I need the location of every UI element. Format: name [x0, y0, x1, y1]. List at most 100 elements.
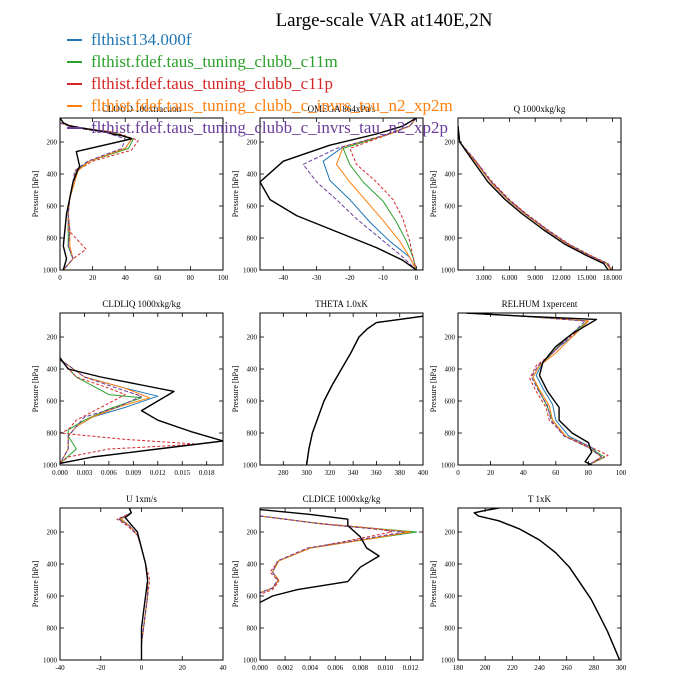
- x-tick-label: 400: [418, 469, 429, 477]
- series-group: [458, 125, 613, 270]
- y-tick-label: 200: [247, 139, 258, 147]
- y-tick-label: 400: [247, 366, 258, 374]
- x-tick-label: 240: [534, 664, 545, 672]
- series-group: [473, 508, 621, 660]
- series-group: [466, 313, 609, 465]
- series-line: [120, 508, 149, 660]
- x-tick-label: 220: [507, 664, 518, 672]
- x-tick-label: 100: [616, 469, 627, 477]
- x-tick-label: 40: [220, 664, 228, 672]
- panel-frame: [59, 117, 224, 271]
- x-tick-label: 380: [394, 469, 405, 477]
- x-tick-label: 12.000: [551, 274, 571, 282]
- y-tick-label: 600: [445, 203, 456, 211]
- panel-5: RELHUM 1xpercent 0 20 40 60 80 100 200 400 600 800…: [429, 299, 627, 477]
- series-line: [473, 508, 621, 660]
- y-axis-label: Pressure [hPa]: [31, 560, 40, 607]
- series-line: [342, 118, 417, 270]
- series-line: [458, 125, 612, 270]
- series-line: [306, 315, 423, 465]
- x-tick-label: 0.018: [199, 469, 215, 477]
- x-tick-label: 0.003: [77, 469, 93, 477]
- x-tick-label: -40: [279, 274, 289, 282]
- y-axis-label: Pressure [hPa]: [231, 560, 240, 607]
- x-tick-label: 9.000: [527, 274, 543, 282]
- x-tick-label: 60: [154, 274, 162, 282]
- series-line: [120, 508, 149, 660]
- y-tick-label: 800: [47, 430, 58, 438]
- panel-frame: [259, 507, 424, 661]
- series-line: [349, 118, 417, 270]
- series-line: [260, 515, 418, 594]
- series-line: [60, 118, 133, 270]
- series-group: [60, 118, 139, 270]
- y-tick-label: 600: [445, 398, 456, 406]
- series-line: [458, 125, 612, 270]
- x-tick-label: 260: [561, 664, 572, 672]
- x-tick-label: 0: [415, 274, 419, 282]
- panel-title: RELHUM 1xpercent: [502, 299, 578, 309]
- x-tick-label: 60: [552, 469, 560, 477]
- panel-title: U 1xm/s: [126, 494, 157, 504]
- y-tick-label: 1000: [441, 657, 456, 665]
- panel-frame: [457, 117, 622, 271]
- series-line: [60, 122, 134, 270]
- legend-label: flthist.fdef.taus_tuning_clubb_c11p: [91, 74, 333, 93]
- series-line: [60, 358, 142, 464]
- legend: flthist134.000f flthist.fdef.taus_tuning_…: [67, 30, 453, 137]
- series-line: [473, 508, 621, 660]
- series-line: [60, 359, 200, 464]
- x-tick-label: 280: [589, 664, 600, 672]
- y-tick-label: 200: [445, 334, 456, 342]
- panel-4: THETA 1.0xK 280 300 320 340 360 380 400 200 400 60…: [231, 299, 429, 477]
- y-tick-label: 200: [445, 529, 456, 537]
- y-axis-label: Pressure [hPa]: [429, 365, 438, 412]
- x-tick-label: 0.008: [352, 664, 368, 672]
- series-line: [60, 122, 139, 270]
- series-line: [305, 315, 423, 465]
- x-tick-label: 3.000: [476, 274, 492, 282]
- y-tick-label: 1000: [43, 267, 58, 275]
- y-tick-label: 1000: [441, 462, 456, 470]
- x-tick-label: 0.010: [378, 664, 394, 672]
- series-line: [260, 515, 405, 594]
- series-group: [60, 357, 223, 465]
- y-tick-label: 600: [247, 203, 258, 211]
- y-tick-label: 800: [47, 235, 58, 243]
- y-tick-label: 800: [445, 625, 456, 633]
- series-group: [260, 118, 417, 270]
- y-tick-label: 600: [247, 593, 258, 601]
- figure-title: Large-scale VAR at140E,2N: [276, 10, 493, 31]
- series-line: [260, 515, 393, 595]
- y-tick-label: 1000: [441, 267, 456, 275]
- x-tick-label: 280: [278, 469, 289, 477]
- series-line: [260, 515, 411, 594]
- y-axis-label: Pressure [hPa]: [31, 170, 40, 217]
- y-tick-label: 400: [445, 366, 456, 374]
- x-tick-label: -20: [345, 274, 355, 282]
- series-line: [60, 359, 142, 464]
- series-line: [306, 315, 423, 465]
- y-tick-label: 200: [47, 529, 58, 537]
- panel-title: Q 1000xkg/kg: [514, 104, 566, 114]
- y-tick-label: 400: [47, 561, 58, 569]
- series-line: [466, 313, 602, 465]
- series-line: [260, 515, 411, 594]
- x-tick-label: 0.012: [150, 469, 166, 477]
- x-tick-label: 40: [520, 469, 528, 477]
- y-tick-label: 800: [445, 430, 456, 438]
- panel-title: OMEGA 864xPa/s: [308, 104, 376, 114]
- series-line: [458, 125, 613, 270]
- x-tick-label: 0: [58, 274, 62, 282]
- series-line: [458, 125, 609, 270]
- y-tick-label: 600: [47, 203, 58, 211]
- series-line: [60, 357, 223, 465]
- y-tick-label: 200: [247, 529, 258, 537]
- series-line: [306, 315, 423, 465]
- x-tick-label: -20: [96, 664, 106, 672]
- y-tick-label: 600: [445, 593, 456, 601]
- series-group: [305, 315, 423, 465]
- x-tick-label: -10: [378, 274, 388, 282]
- y-tick-label: 600: [247, 398, 258, 406]
